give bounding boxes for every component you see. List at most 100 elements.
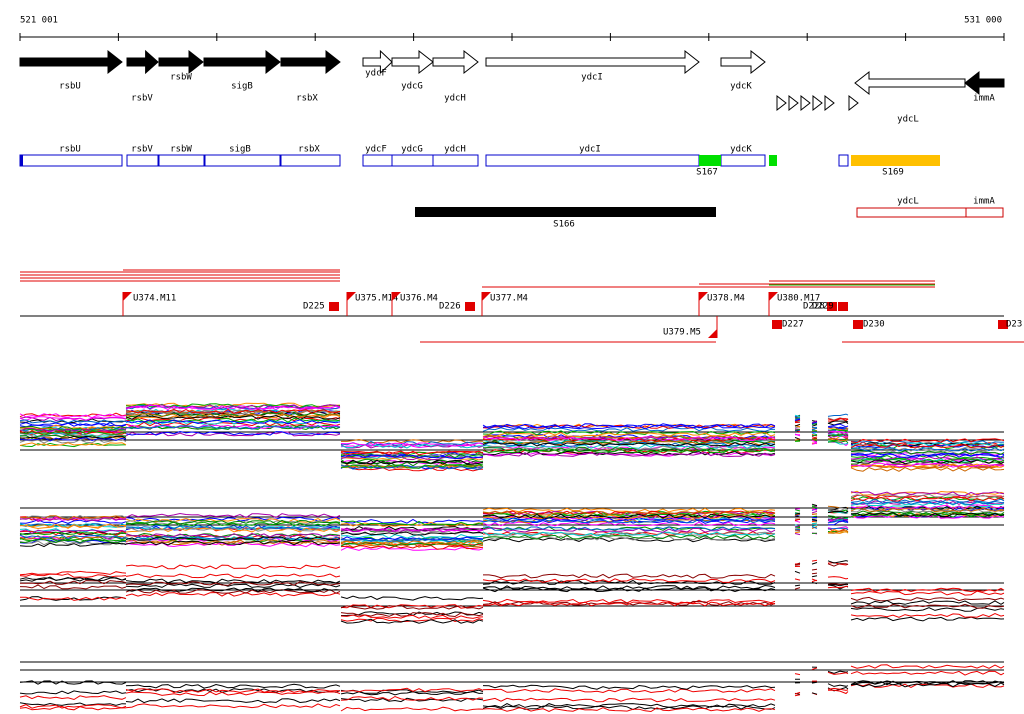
expression-line — [794, 525, 801, 528]
expression-line — [811, 667, 818, 670]
expression-line — [482, 438, 776, 444]
expression-line — [19, 538, 127, 544]
expression-line — [125, 691, 341, 697]
expression-line — [19, 576, 127, 582]
expression-line — [125, 703, 341, 709]
expression-line — [794, 419, 801, 423]
probe-label: U379.M5 — [663, 328, 701, 338]
segment — [432, 154, 479, 167]
expression-line — [19, 519, 127, 525]
expression-line — [19, 442, 127, 447]
segment — [204, 154, 281, 167]
expression-line — [811, 518, 818, 521]
expression-line — [19, 690, 127, 695]
expression-line — [482, 578, 776, 584]
probe-box — [998, 320, 1008, 329]
segment-edge — [20, 155, 23, 166]
expression-line — [482, 451, 776, 457]
expression-line — [827, 517, 849, 521]
expression-line — [125, 542, 341, 548]
expression-line — [811, 524, 818, 527]
small-arrow — [848, 94, 859, 112]
expression-line — [794, 414, 801, 418]
expression-line — [794, 587, 801, 590]
expression-line — [827, 427, 849, 431]
expression-line — [19, 523, 126, 528]
ruler-start: 521 001 — [20, 16, 58, 26]
expression-line — [125, 431, 341, 437]
expression-line — [19, 419, 127, 424]
expression-line — [794, 438, 801, 441]
gene-arrow — [203, 49, 281, 75]
gene-label: ydcL — [897, 115, 919, 125]
expression-line — [850, 450, 1005, 456]
expression-line — [811, 440, 818, 443]
expression-line — [827, 529, 849, 534]
expression-line — [794, 418, 801, 421]
expression-line — [827, 683, 849, 687]
expression-line — [125, 527, 341, 532]
probe-label: D228 — [803, 302, 825, 312]
expression-line — [19, 680, 127, 685]
expression-line — [794, 520, 801, 523]
expression-line — [811, 420, 818, 424]
gene-arrow — [19, 49, 123, 75]
probe-label: D227 — [782, 320, 804, 330]
expression-line — [340, 687, 484, 693]
expression-line — [827, 428, 849, 432]
expression-line — [340, 518, 484, 524]
expression-line — [20, 596, 127, 601]
expression-line — [125, 564, 341, 570]
expression-line — [794, 578, 801, 581]
gene-label: rsbV — [131, 94, 153, 104]
probe-label: U376.M4 — [400, 294, 438, 304]
probe-box — [827, 302, 837, 311]
expression-line — [482, 531, 776, 537]
expression-line — [19, 515, 127, 521]
expression-line — [19, 531, 127, 537]
gene-arrow — [485, 49, 700, 75]
expression-line — [811, 562, 818, 565]
segment — [851, 155, 940, 166]
expression-line — [811, 522, 818, 525]
expression-line — [340, 527, 484, 533]
expression-line — [482, 697, 776, 703]
segment — [485, 154, 700, 167]
expression-line — [482, 537, 776, 543]
expression-line — [827, 421, 849, 426]
expression-line — [125, 430, 341, 436]
expression-line — [827, 413, 849, 417]
expression-line — [811, 681, 818, 684]
expression-line — [850, 463, 1005, 469]
expression-line — [850, 664, 1005, 669]
expression-line — [125, 408, 341, 414]
probe-label: U380.M17 — [777, 294, 820, 304]
expression-line — [19, 435, 127, 440]
expression-line — [811, 439, 818, 441]
expression-line — [19, 516, 127, 522]
expression-line — [482, 510, 776, 516]
expression-line — [850, 449, 1005, 455]
expression-line — [19, 534, 127, 540]
expression-line — [482, 424, 776, 430]
expression-line — [482, 423, 776, 429]
segment — [126, 154, 159, 167]
expression-line — [827, 585, 849, 589]
expression-line — [19, 695, 127, 701]
expression-line — [850, 500, 1005, 506]
expression-line — [850, 603, 1005, 609]
expression-line — [125, 415, 341, 421]
probe-flag — [699, 292, 708, 301]
expression-line — [341, 438, 484, 444]
expression-line — [850, 514, 1005, 519]
expression-line — [827, 437, 849, 442]
gene-label: rsbU — [59, 82, 81, 92]
feature — [415, 207, 716, 217]
expression-line — [850, 496, 1005, 502]
gene-arrow — [126, 49, 159, 75]
expression-line — [482, 531, 776, 537]
expression-line — [340, 454, 484, 460]
expression-line — [19, 413, 127, 419]
segment — [19, 154, 123, 167]
expression-line — [340, 533, 484, 539]
